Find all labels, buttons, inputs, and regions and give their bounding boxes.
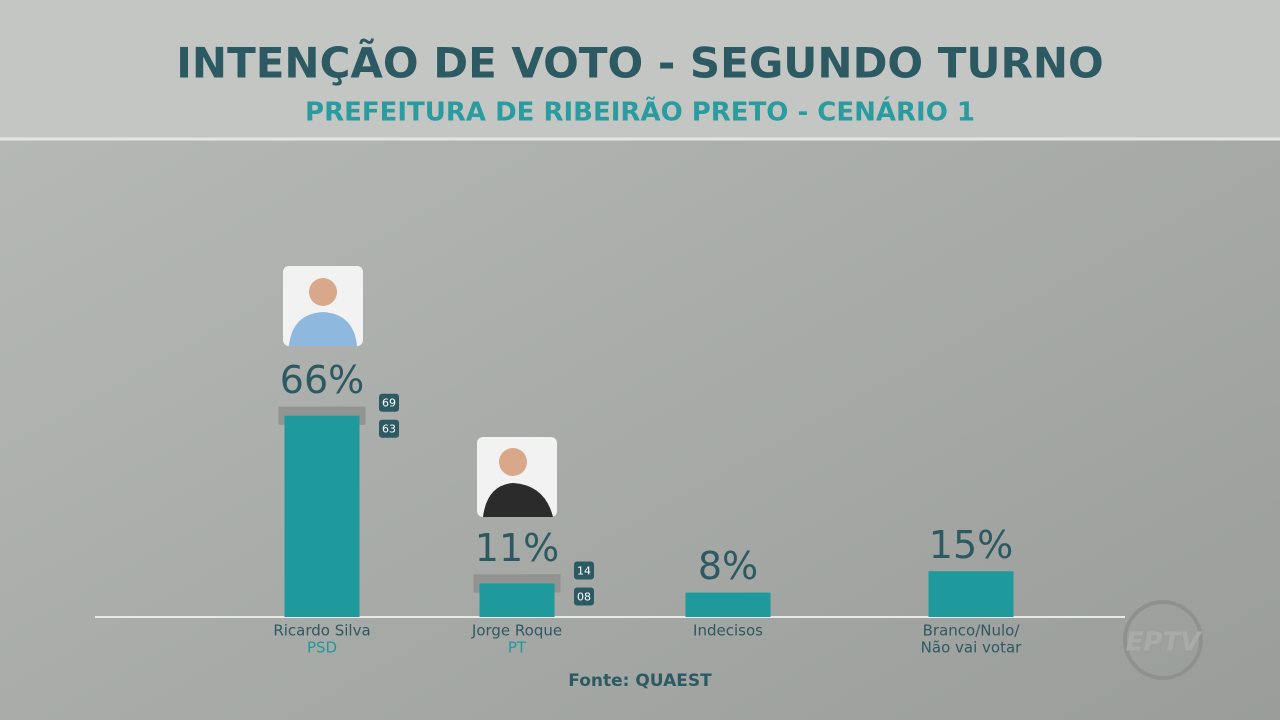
- interval-badge: [574, 561, 594, 580]
- bar: [479, 583, 555, 617]
- category-sublabel: Não vai votar: [921, 639, 1022, 657]
- interval-label: 14: [577, 564, 591, 577]
- value-label: 8%: [698, 544, 758, 588]
- value-label: 11%: [475, 526, 559, 570]
- photo: [477, 437, 557, 517]
- interval-badge: [379, 393, 399, 412]
- category-label: Jorge Roque: [471, 622, 562, 640]
- bar: [928, 571, 1014, 617]
- subtitle: PREFEITURA DE RIBEIRÃO PRETO - CENÁRIO 1: [305, 96, 975, 128]
- header-band: [0, 0, 1280, 138]
- logo-text: EPTV: [1126, 628, 1203, 658]
- interval-badge: [574, 587, 594, 606]
- interval-label: 08: [577, 590, 591, 603]
- source: Fonte: QUAEST: [568, 671, 712, 691]
- bar: [284, 415, 360, 617]
- photo: [283, 266, 363, 346]
- value-label: 66%: [280, 358, 364, 402]
- category-label: Branco/Nulo/: [923, 622, 1021, 640]
- value-label: 15%: [929, 523, 1013, 567]
- title: INTENÇÃO DE VOTO - SEGUNDO TURNO: [176, 38, 1103, 88]
- category-label: Ricardo Silva: [273, 622, 370, 640]
- interval-label: 69: [382, 397, 396, 410]
- logo: EPTV: [1123, 600, 1203, 680]
- interval-label: 63: [382, 423, 396, 436]
- bar: [685, 592, 771, 617]
- category-sublabel: PT: [508, 639, 527, 657]
- category-label: Indecisos: [693, 622, 763, 640]
- category-sublabel: PSD: [307, 639, 337, 657]
- interval-badge: [379, 419, 399, 438]
